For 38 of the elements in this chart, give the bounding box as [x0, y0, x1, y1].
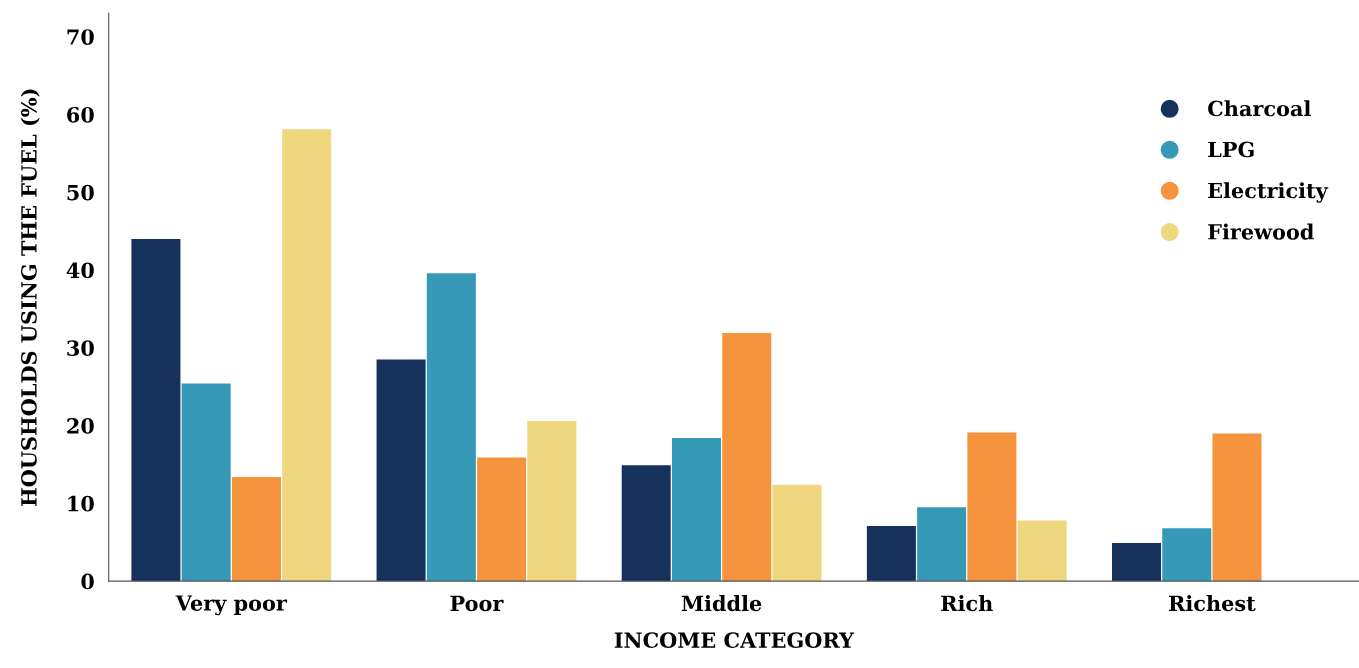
bar	[1112, 543, 1162, 582]
y-tick-label: 60	[67, 106, 94, 123]
x-tick-label: Richest	[1169, 595, 1256, 612]
bar	[1162, 528, 1212, 582]
bar	[477, 457, 527, 582]
bar	[426, 273, 476, 582]
bar	[621, 465, 671, 582]
legend-label: Electricity	[1208, 182, 1329, 203]
y-tick-label: 40	[66, 262, 94, 279]
y-tick-label: 50	[67, 184, 94, 201]
bar	[527, 420, 577, 582]
x-axis-title: INCOME CATEGORY	[614, 632, 855, 648]
bar	[282, 129, 332, 582]
bar	[671, 438, 721, 582]
bar	[1212, 433, 1262, 582]
bar	[722, 333, 772, 582]
legend-label: Charcoal	[1208, 100, 1311, 117]
y-tick-label: 0	[81, 573, 94, 590]
x-tick-label: Rich	[941, 595, 993, 612]
legend-label: LPG	[1208, 141, 1254, 158]
y-tick-label: 30	[67, 340, 94, 357]
y-tick-label: 70	[67, 29, 94, 45]
bar	[131, 238, 181, 582]
x-tick-label: Very poor	[175, 595, 288, 616]
bar	[1017, 520, 1067, 582]
bar	[967, 432, 1017, 582]
bar	[231, 476, 281, 582]
bar	[376, 359, 426, 582]
bar	[772, 484, 822, 582]
x-tick-label: Middle	[681, 595, 762, 612]
y-axis-title: HOUSHOLDS USING THE FUEL (%)	[20, 89, 40, 507]
bar	[181, 383, 231, 582]
legend-label: Firewood	[1208, 223, 1314, 240]
y-tick-label: 10	[68, 495, 94, 512]
bar	[866, 525, 916, 582]
y-tick-label: 20	[67, 418, 94, 434]
bar	[917, 507, 967, 582]
x-tick-label: Poor	[450, 595, 504, 612]
